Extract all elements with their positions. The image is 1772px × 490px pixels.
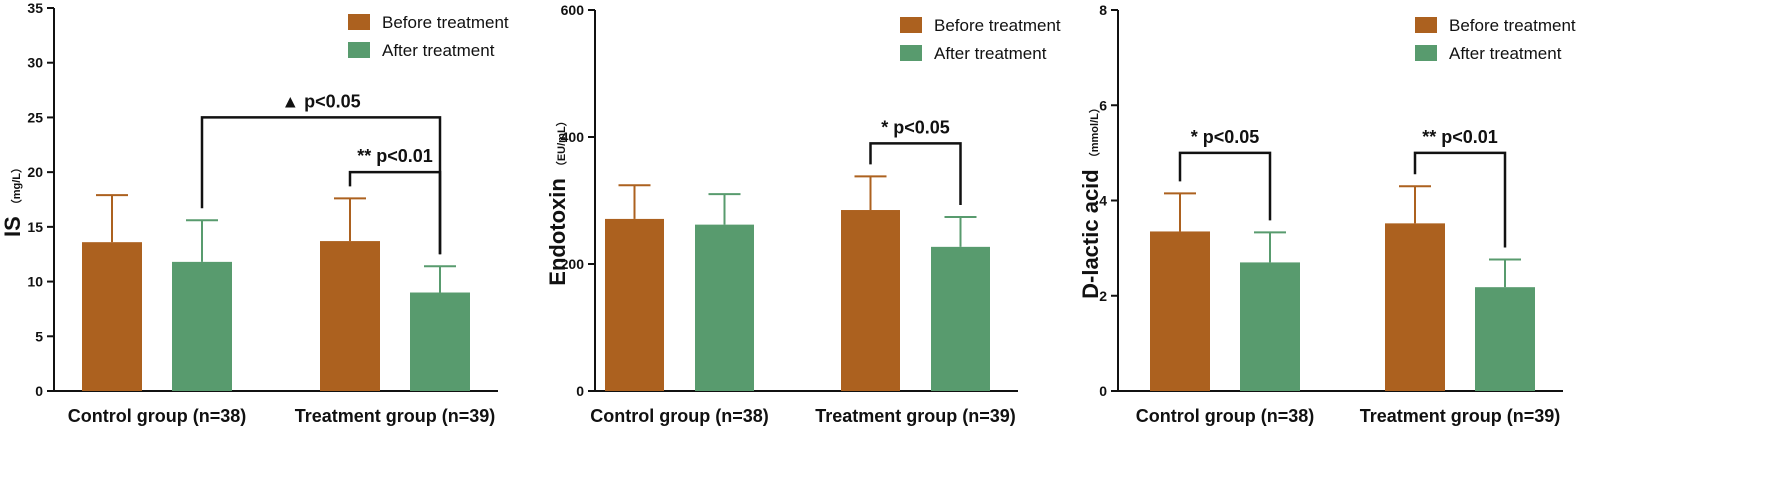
y-tick-label: 15 — [27, 219, 43, 235]
significance-label: ** p<0.01 — [357, 146, 433, 166]
category-label: Treatment group (n=39) — [815, 406, 1016, 426]
y-tick-label: 200 — [561, 256, 585, 272]
legend-swatch — [1415, 45, 1437, 61]
significance-label: * p<0.05 — [1191, 127, 1260, 147]
y-tick-label: 5 — [35, 328, 43, 344]
y-tick-label: 25 — [27, 109, 43, 125]
y-axis-title: D-lactic acid （mmol/L） — [1078, 102, 1103, 299]
chart-panel-1: 0 5 10 15 20 25 30 35 IS （mg/L） Control group (n=3… — [0, 0, 509, 426]
legend-label: Before treatment — [934, 16, 1061, 35]
category-label: Control group (n=38) — [68, 406, 247, 426]
y-tick-label: 600 — [561, 2, 585, 18]
legend-swatch — [348, 14, 370, 30]
bar-before-1 — [1150, 231, 1210, 391]
y-tick-label: 2 — [1099, 288, 1107, 304]
y-tick-label: 10 — [27, 274, 43, 290]
legend-swatch — [1415, 17, 1437, 33]
y-tick-label: 400 — [561, 129, 585, 145]
bar-before-2 — [1385, 223, 1445, 391]
significance-bracket — [1413, 151, 1507, 248]
legend-label: Before treatment — [382, 13, 509, 32]
category-label: Control group (n=38) — [1136, 406, 1315, 426]
significance-label: ** p<0.01 — [1422, 127, 1498, 147]
bar-after-2 — [1475, 287, 1535, 391]
bar-after-1 — [1240, 262, 1300, 391]
bar-after-1 — [695, 224, 754, 391]
legend-label: Before treatment — [1449, 16, 1576, 35]
category-label: Treatment group (n=39) — [1360, 406, 1561, 426]
significance-bracket — [869, 142, 962, 206]
significance-bracket — [348, 170, 442, 255]
significance-label: * p<0.05 — [881, 117, 950, 137]
legend-swatch — [900, 17, 922, 33]
y-tick-label: 30 — [27, 55, 43, 71]
bar-before-2 — [841, 210, 900, 391]
y-tick-label: 4 — [1099, 193, 1107, 209]
bar-before-1 — [605, 218, 664, 391]
y-axis-label: IS — [0, 216, 25, 237]
y-tick-label: 8 — [1099, 2, 1107, 18]
category-label: Treatment group (n=39) — [295, 406, 496, 426]
category-label: Control group (n=38) — [590, 406, 769, 426]
y-axis-unit: （EU/mL） — [555, 115, 568, 172]
y-axis-unit: （mg/L） — [10, 162, 23, 210]
bar-after-2 — [931, 246, 990, 391]
legend-swatch — [348, 42, 370, 58]
legend-swatch — [900, 45, 922, 61]
y-tick-label: 6 — [1099, 97, 1107, 113]
bar-after-2 — [410, 292, 470, 391]
y-tick-label: 0 — [576, 383, 584, 399]
significance-bracket — [200, 116, 442, 255]
legend-label: After treatment — [934, 44, 1047, 63]
significance-label: ▲ p<0.05 — [281, 91, 360, 111]
y-axis-title: IS （mg/L） — [0, 162, 25, 237]
chart-panel-2: 0 200 400 600 Endotoxin （EU/mL） Control group … — [545, 2, 1061, 426]
bar-before-2 — [320, 241, 380, 391]
y-axis-label: Endotoxin — [545, 178, 570, 286]
y-axis-label: D-lactic acid — [1078, 169, 1103, 299]
y-axis-unit: （mmol/L） — [1088, 102, 1101, 163]
legend-label: After treatment — [382, 41, 495, 60]
y-tick-label: 35 — [27, 0, 43, 16]
y-axis-title: Endotoxin （EU/mL） — [545, 115, 570, 285]
bar-after-1 — [172, 261, 232, 391]
chart-panel-3: 0 2 4 6 8 D-lactic acid （mmol/L） Control group … — [1078, 2, 1576, 426]
y-tick-label: 0 — [1099, 383, 1107, 399]
y-tick-label: 20 — [27, 164, 43, 180]
significance-bracket — [1178, 151, 1272, 221]
y-tick-label: 0 — [35, 383, 43, 399]
legend-label: After treatment — [1449, 44, 1562, 63]
bar-before-1 — [82, 242, 142, 391]
